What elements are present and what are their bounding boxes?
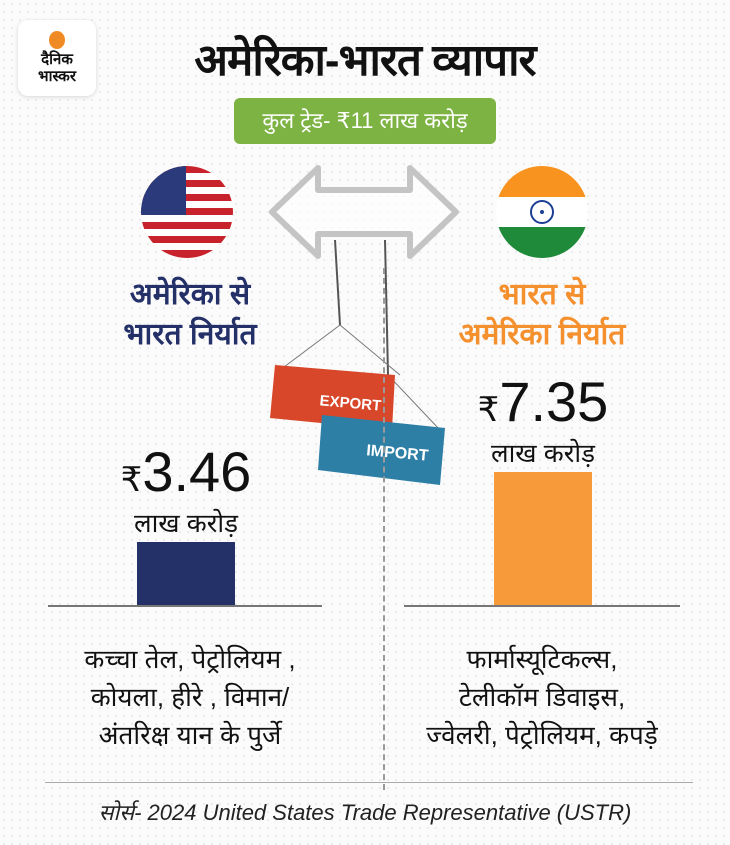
india-flag-icon xyxy=(496,166,588,258)
logo-text-1: दैनिक xyxy=(41,51,73,68)
currency-symbol: ₹ xyxy=(477,391,500,429)
source-note: सोर्स- 2024 United States Trade Represen… xyxy=(98,800,632,825)
item-line: कोयला, हीरे , विमान/ xyxy=(90,682,290,712)
label-line: अमेरिका से xyxy=(129,278,251,311)
india-export-unit: लाख करोड़ xyxy=(490,438,596,468)
currency-symbol: ₹ xyxy=(120,461,143,500)
page-title: अमेरिका-भारत व्यापार xyxy=(194,36,536,85)
india-to-us-label: भारत से अमेरिका निर्यात xyxy=(412,275,672,355)
double-arrow-icon xyxy=(269,165,459,259)
india-export-items: फार्मास्यूटिकल्स, टेलीकॉम डिवाइस, ज्वेलर… xyxy=(372,640,712,754)
india-export-value: ₹7.35 xyxy=(443,372,643,440)
item-line: अंतरिक्ष यान के पुर्जे xyxy=(98,720,282,750)
bar-us-export xyxy=(137,542,235,605)
item-line: कच्चा तेल, पेट्रोलियम , xyxy=(84,644,296,674)
item-line: फार्मास्यूटिकल्स, xyxy=(466,644,618,674)
value-label: 3.46 xyxy=(142,440,252,504)
us-to-india-label: अमेरिका से भारत निर्यात xyxy=(60,275,320,355)
label-line: भारत से xyxy=(498,278,586,311)
baseline-left xyxy=(48,605,322,607)
item-line: टेलीकॉम डिवाइस, xyxy=(458,682,626,712)
us-export-items: कच्चा तेल, पेट्रोलियम , कोयला, हीरे , वि… xyxy=(20,640,360,754)
dainik-bhaskar-logo: दैनिक भास्कर xyxy=(18,20,96,96)
import-label: IMPORT xyxy=(366,442,430,464)
footer-divider xyxy=(45,782,693,783)
us-export-value: ₹3.46 xyxy=(86,442,286,510)
label-line: अमेरिका निर्यात xyxy=(458,318,626,351)
export-label: EXPORT xyxy=(319,392,382,414)
label-line: भारत निर्यात xyxy=(123,318,257,351)
total-trade-badge: कुल ट्रेड- ₹11 लाख करोड़ xyxy=(234,98,496,144)
value-label: 7.35 xyxy=(499,370,609,433)
logo-text-2: भास्कर xyxy=(38,68,76,85)
bar-india-export xyxy=(494,472,592,605)
us-flag-icon xyxy=(141,166,233,258)
us-export-unit: लाख करोड़ xyxy=(133,508,239,539)
cargo-containers-illustration xyxy=(270,239,445,485)
sun-icon xyxy=(49,31,65,49)
center-divider xyxy=(383,268,385,790)
item-line: ज्वेलरी, पेट्रोलियम, कपड़े xyxy=(426,720,658,750)
baseline-right xyxy=(404,605,680,607)
